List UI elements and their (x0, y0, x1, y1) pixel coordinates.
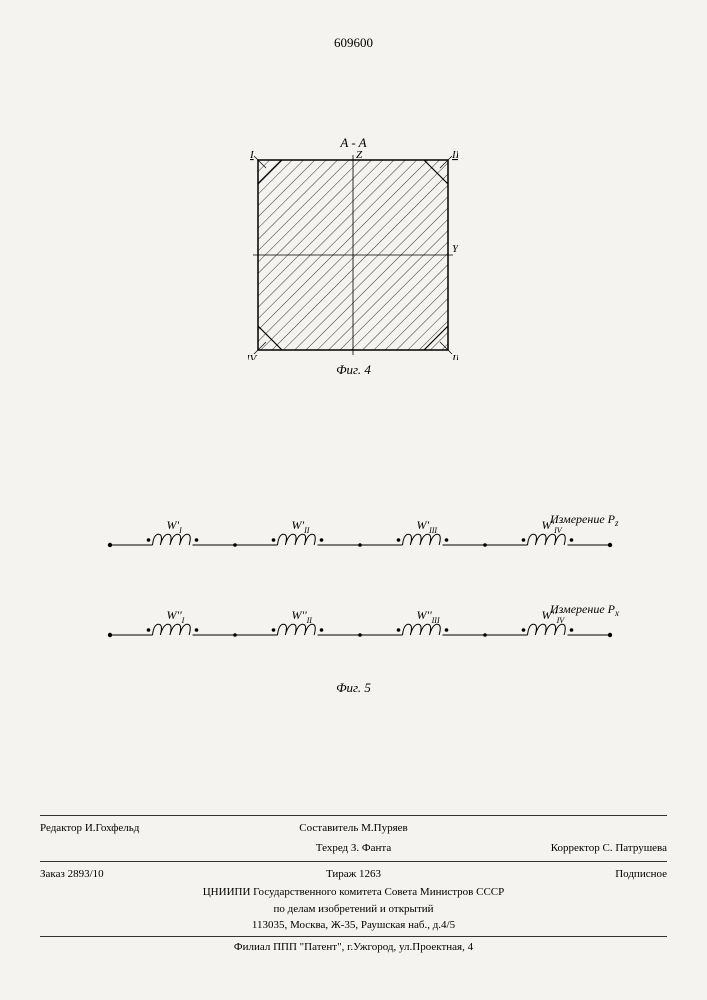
polarity-dot (272, 538, 276, 542)
coil-label: W'I (167, 518, 183, 535)
polarity-dot (320, 538, 324, 542)
org2: по делам изобретений и открытий (40, 901, 667, 918)
order-cell: Заказ 2893/10 (40, 866, 249, 883)
polarity-dot (522, 538, 526, 542)
coil (153, 534, 191, 545)
coil-label: W''II (292, 608, 313, 625)
sign-cell: Подписное (458, 866, 667, 883)
coil (278, 624, 316, 635)
axis-y: Y (452, 243, 458, 255)
coil (403, 534, 441, 545)
compiler-cell: Составитель М.Пуряев (249, 820, 458, 837)
corrector-cell: Корректор С. Патрушева (458, 840, 667, 857)
coil (153, 624, 191, 635)
polarity-dot (272, 628, 276, 632)
org1: ЦНИИПИ Государственного комитета Совета … (40, 884, 667, 901)
coil-label: W''III (417, 608, 440, 625)
tirazh-cell: Тираж 1263 (249, 866, 458, 883)
section-label: A - A (0, 135, 707, 151)
polarity-dot (147, 538, 151, 542)
corner-br: III (451, 353, 458, 360)
fig4-caption: Фиг. 4 (0, 362, 707, 378)
polarity-dot (445, 628, 449, 632)
polarity-dot (195, 538, 199, 542)
polarity-dot (445, 538, 449, 542)
tech-cell: Техред З. Фанта (249, 840, 458, 857)
branch: Филиал ППП "Патент", г.Ужгород, ул.Проек… (40, 939, 667, 956)
footer: Редактор И.Гохфельд Составитель М.Пуряев… (40, 813, 667, 956)
coil-label: W'III (417, 518, 438, 535)
polarity-dot (397, 538, 401, 542)
coil-label: W'II (292, 518, 310, 535)
coil (528, 624, 566, 635)
polarity-dot (570, 628, 574, 632)
fig5-caption: Фиг. 5 (0, 680, 707, 696)
polarity-dot (397, 628, 401, 632)
coil (528, 534, 566, 545)
polarity-dot (195, 628, 199, 632)
address1: 113035, Москва, Ж-35, Раушская наб., д.4… (40, 917, 667, 934)
fig4: I II III IV Z Y (248, 150, 458, 360)
fig5: Измерение PzW'IW'IIW'IIIW'IVИзмерение Px… (100, 510, 620, 670)
polarity-dot (320, 628, 324, 632)
corner-tr: II (451, 150, 458, 161)
coil-label: W''I (167, 608, 185, 625)
corner-bl: IV (248, 353, 258, 360)
editor-cell: Редактор И.Гохфельд (40, 820, 249, 837)
polarity-dot (570, 538, 574, 542)
polarity-dot (522, 628, 526, 632)
polarity-dot (147, 628, 151, 632)
patent-number: 609600 (0, 35, 707, 51)
coil (403, 624, 441, 635)
corner-tl: I (249, 150, 255, 161)
coil (278, 534, 316, 545)
axis-z: Z (356, 150, 363, 161)
